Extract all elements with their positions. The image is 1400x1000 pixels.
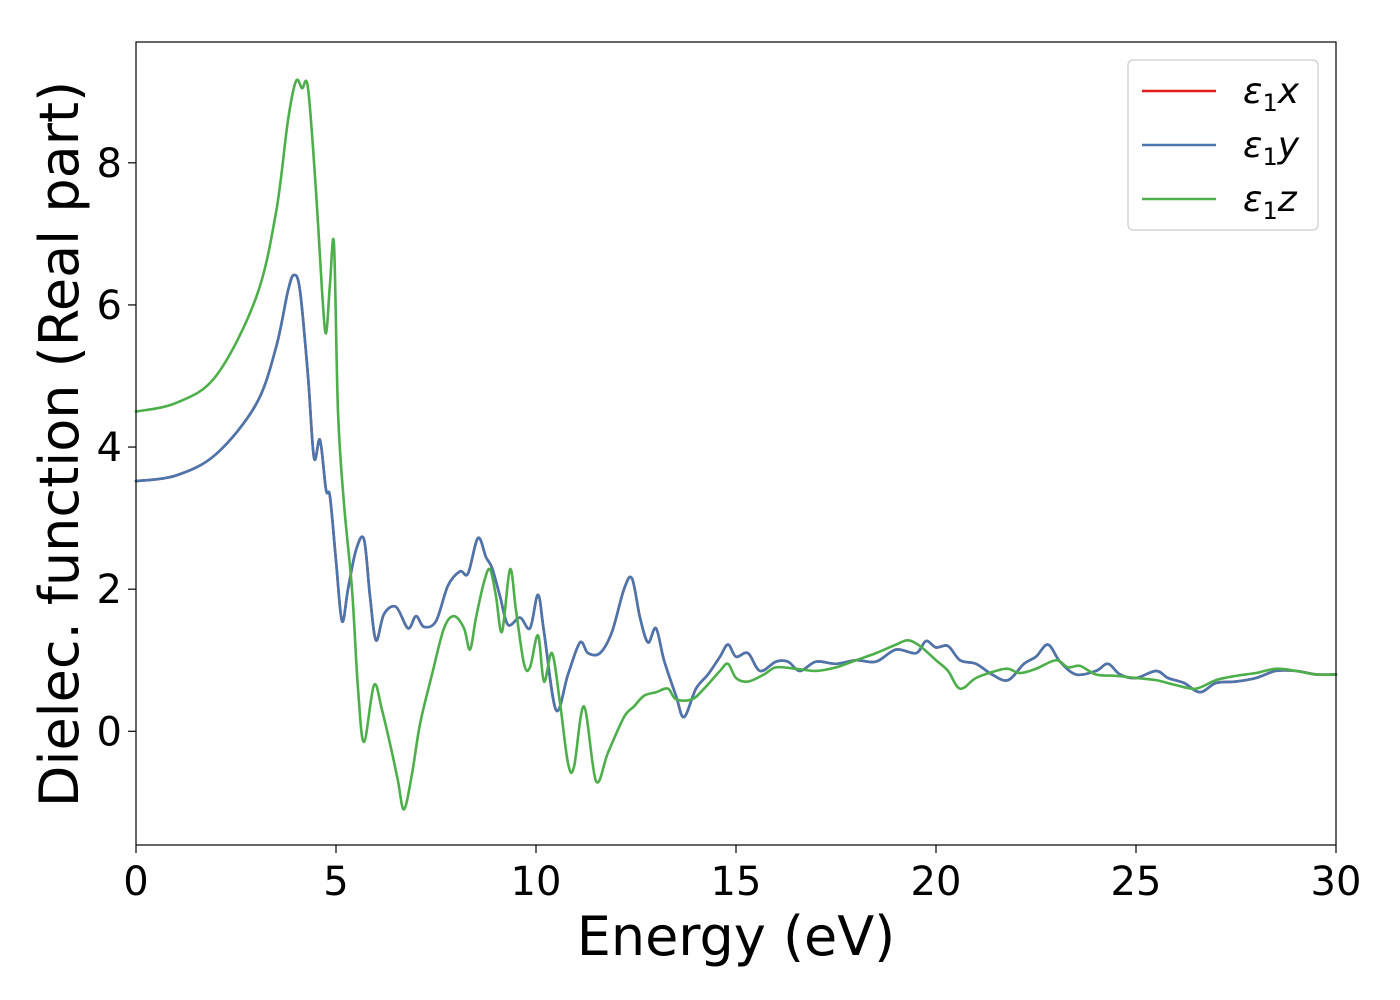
- legend-label-2: ε1y: [1243, 125, 1300, 171]
- series-layer: [134, 78, 1338, 811]
- legend: ε1x ε1y ε1z: [1127, 59, 1319, 231]
- x-tick-label: 15: [711, 859, 762, 905]
- y-tick-label: 2: [97, 567, 122, 613]
- y-tick-label: 0: [97, 709, 122, 755]
- y-tick-label: 6: [97, 283, 122, 329]
- x-axis-title: Energy (eV): [577, 905, 896, 968]
- x-tick-label: 20: [911, 859, 962, 905]
- x-tick-label: 30: [1311, 859, 1362, 905]
- x-tick-label: 10: [511, 859, 562, 905]
- legend-box: [1127, 59, 1319, 231]
- y-tick-label: 8: [97, 141, 122, 187]
- series-line-3: [134, 78, 1338, 811]
- y-axis-title: Dielec. function (Real part): [28, 81, 91, 807]
- y-tick-label: 4: [97, 425, 122, 471]
- y-axis: 0 2 4 6 8: [97, 141, 136, 755]
- legend-label-1: ε1x: [1243, 71, 1300, 117]
- x-tick-label: 5: [323, 859, 348, 905]
- x-tick-label: 25: [1111, 859, 1162, 905]
- x-axis: 0 5 10 15 20 25 30: [123, 845, 1361, 905]
- x-tick-label: 0: [123, 859, 148, 905]
- legend-label-3: ε1z: [1243, 179, 1298, 225]
